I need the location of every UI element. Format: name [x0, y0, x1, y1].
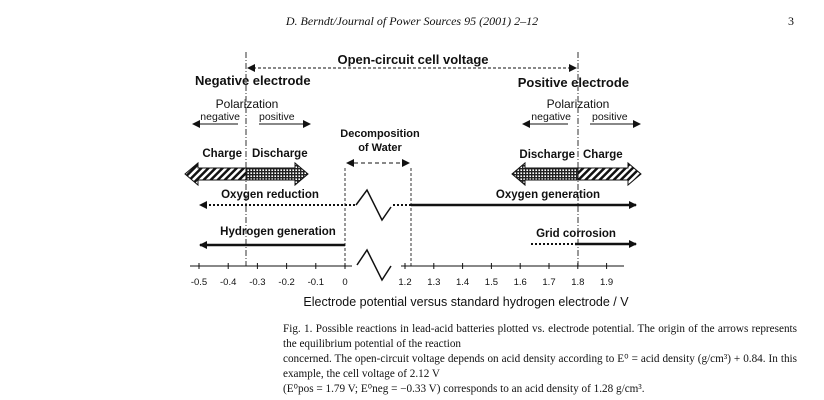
axis-tick-label: -0.4	[220, 277, 236, 288]
negative-label: negative	[200, 111, 240, 123]
axis-tick-label: 1.2	[398, 277, 411, 288]
axis-tick-label: -0.5	[191, 277, 207, 288]
x-axis-label: Electrode potential versus standard hydr…	[303, 295, 629, 309]
reaction-potential-diagram: Open-circuit cell voltage Negative elect…	[184, 52, 642, 309]
charge-label: Charge	[583, 149, 623, 161]
oxygen-reduction-label: Oxygen reduction	[221, 189, 319, 201]
axis-ticks: -0.5 -0.4 -0.3 -0.2 -0.1 0 1.2 1.3 1.4 1.5 1.6 1.7 1…	[191, 263, 613, 288]
polarization-label: Polarization	[216, 97, 279, 111]
axis-tick-label: -0.3	[249, 277, 265, 288]
axis-tick-label: -0.2	[278, 277, 294, 288]
axis-tick-label: 0	[342, 277, 347, 288]
discharge-label: Discharge	[519, 149, 575, 161]
negative-label: negative	[531, 111, 571, 123]
axis-tick-label: 1.6	[514, 277, 527, 288]
negative-electrode-title: Negative electrode	[195, 73, 311, 88]
discharge-arrow	[245, 161, 309, 187]
positive-electrode-title: Positive electrode	[518, 75, 629, 90]
axis-tick-label: 1.5	[485, 277, 498, 288]
caption-line: concerned. The open-circuit voltage depe…	[283, 353, 797, 380]
axis-tick-label: 1.3	[427, 277, 440, 288]
water-label-line2: of Water	[358, 142, 402, 154]
axis-break-icon	[356, 248, 392, 282]
running-header: D. Berndt/Journal of Power Sources 95 (2…	[285, 14, 539, 28]
charge-label: Charge	[202, 148, 242, 160]
axis-tick-label: -0.1	[308, 277, 324, 288]
caption-line: Fig. 1. Possible reactions in lead-acid …	[283, 323, 797, 350]
discharge-label: Discharge	[252, 148, 308, 160]
positive-label: positive	[259, 111, 295, 123]
axis-tick-label: 1.8	[571, 277, 584, 288]
charge-arrow	[577, 161, 642, 187]
discharge-arrow	[511, 161, 579, 187]
page-number: 3	[788, 14, 794, 28]
positive-label: positive	[592, 111, 628, 123]
caption-line: (E⁰pos = 1.79 V; E⁰neg = −0.33 V) corres…	[283, 383, 645, 395]
ocv-label: Open-circuit cell voltage	[338, 52, 489, 67]
axis-break-icon	[355, 188, 392, 222]
axis-tick-label: 1.7	[542, 277, 555, 288]
hydrogen-generation-label: Hydrogen generation	[220, 226, 336, 238]
polarization-label: Polarization	[547, 97, 610, 111]
grid-corrosion-label: Grid corrosion	[536, 228, 616, 240]
axis-tick-label: 1.4	[456, 277, 469, 288]
axis-tick-label: 1.9	[600, 277, 613, 288]
water-label-line1: Decomposition	[340, 128, 420, 140]
charge-arrow	[184, 161, 247, 187]
figure-caption: Fig. 1. Possible reactions in lead-acid …	[283, 322, 797, 397]
oxygen-generation-label: Oxygen generation	[496, 189, 600, 201]
